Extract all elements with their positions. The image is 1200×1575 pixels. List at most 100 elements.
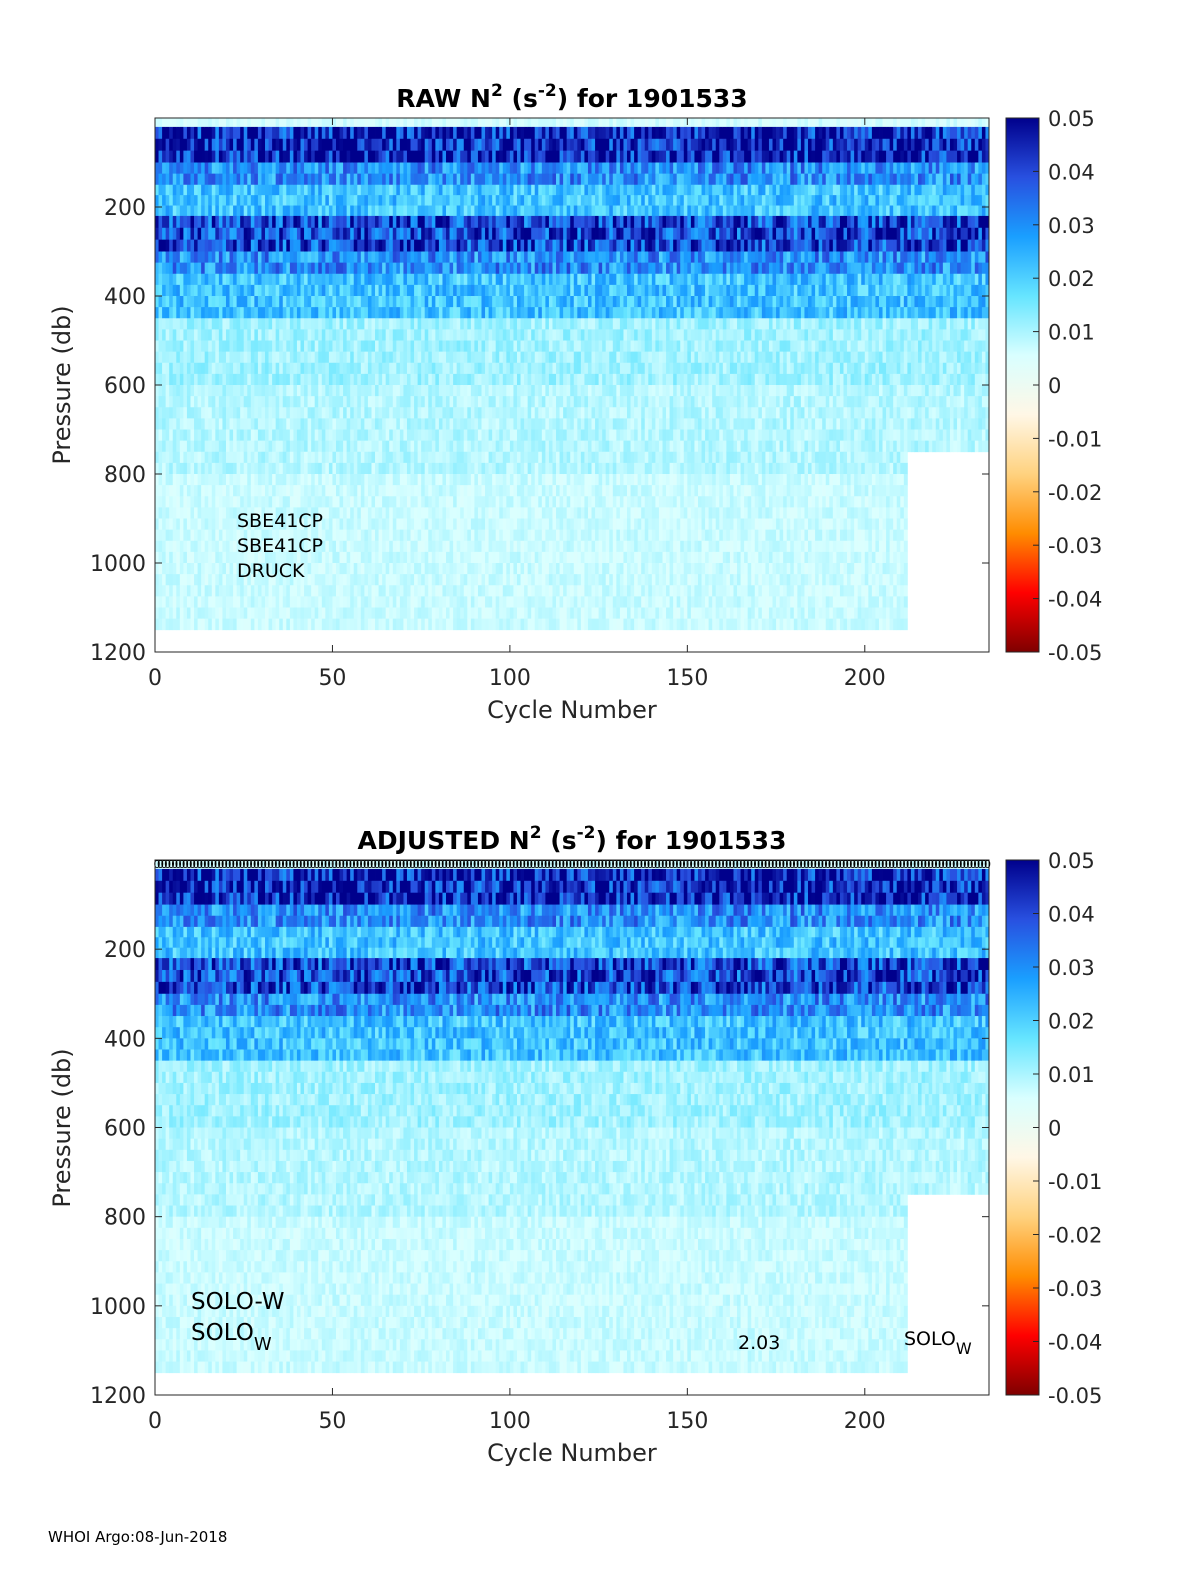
- heatmap-cell: [421, 374, 425, 386]
- heatmap-cell: [478, 341, 482, 353]
- heatmap-cell: [425, 552, 429, 564]
- heatmap-cell: [322, 263, 326, 275]
- heatmap-cell: [169, 541, 173, 553]
- heatmap-cell: [407, 485, 411, 497]
- heatmap-cell: [467, 485, 471, 497]
- heatmap-cell: [201, 552, 205, 564]
- heatmap-cell: [198, 185, 202, 196]
- heatmap-cell: [194, 195, 198, 206]
- heatmap-cell: [485, 307, 489, 319]
- heatmap-cell: [375, 352, 379, 364]
- heatmap-cell: [208, 496, 212, 508]
- heatmap-cell: [212, 216, 216, 228]
- heatmap-cell: [325, 430, 329, 442]
- heatmap-cell: [265, 496, 269, 508]
- heatmap-cell: [162, 608, 166, 620]
- heatmap-cell: [340, 127, 344, 139]
- heatmap-cell: [368, 263, 372, 275]
- heatmap-cell: [450, 139, 454, 151]
- heatmap-cell: [478, 285, 482, 297]
- heatmap-cell: [464, 574, 468, 586]
- heatmap-cell: [428, 274, 432, 286]
- heatmap-cell: [407, 363, 411, 375]
- heatmap-cell: [347, 151, 351, 163]
- heatmap-cell: [442, 530, 446, 542]
- heatmap-cell: [162, 552, 166, 564]
- heatmap-cell: [464, 163, 468, 175]
- heatmap-cell: [435, 430, 439, 442]
- heatmap-cell: [414, 341, 418, 353]
- heatmap-cell: [205, 619, 209, 631]
- heatmap-cell: [308, 163, 312, 175]
- heatmap-cell: [460, 240, 464, 252]
- heatmap-cell: [517, 228, 521, 240]
- heatmap-cell: [457, 385, 461, 397]
- heatmap-cell: [315, 307, 319, 319]
- heatmap-cell: [222, 352, 226, 364]
- heatmap-cell: [442, 363, 446, 375]
- heatmap-cell: [386, 619, 390, 631]
- heatmap-cell: [219, 574, 223, 586]
- heatmap-cell: [393, 240, 397, 252]
- heatmap-cell: [396, 206, 400, 217]
- heatmap-cell: [435, 463, 439, 475]
- heatmap-cell: [489, 519, 493, 531]
- heatmap-cell: [297, 163, 301, 175]
- heatmap-cell: [308, 240, 312, 252]
- heatmap-cell: [180, 151, 184, 163]
- heatmap-cell: [183, 452, 187, 464]
- heatmap-cell: [450, 341, 454, 353]
- heatmap-cell: [155, 216, 159, 228]
- heatmap-cell: [364, 118, 368, 127]
- heatmap-cell: [400, 341, 404, 353]
- heatmap-cell: [464, 185, 468, 196]
- heatmap-cell: [496, 240, 500, 252]
- heatmap-cell: [297, 127, 301, 139]
- heatmap-cell: [201, 216, 205, 228]
- heatmap-cell: [244, 206, 248, 217]
- heatmap-cell: [435, 374, 439, 386]
- heatmap-cell: [375, 318, 379, 330]
- heatmap-cell: [482, 216, 486, 228]
- heatmap-cell: [478, 585, 482, 597]
- heatmap-cell: [414, 263, 418, 275]
- heatmap-cell: [176, 574, 180, 586]
- heatmap-cell: [354, 163, 358, 175]
- heatmap-column: [386, 118, 390, 630]
- heatmap-cell: [198, 329, 202, 341]
- heatmap-cell: [371, 496, 375, 508]
- heatmap-cell: [159, 485, 163, 497]
- heatmap-cell: [212, 530, 216, 542]
- heatmap-cell: [261, 118, 265, 127]
- heatmap-cell: [482, 296, 486, 308]
- heatmap-cell: [386, 185, 390, 196]
- heatmap-cell: [496, 552, 500, 564]
- heatmap-cell: [180, 452, 184, 464]
- heatmap-cell: [485, 608, 489, 620]
- heatmap-cell: [261, 206, 265, 217]
- heatmap-cell: [428, 563, 432, 575]
- heatmap-cell: [265, 185, 269, 196]
- heatmap-cell: [453, 596, 457, 608]
- heatmap-cell: [531, 195, 535, 206]
- heatmap-cell: [318, 418, 322, 430]
- heatmap-cell: [183, 151, 187, 163]
- heatmap-cell: [166, 285, 170, 297]
- heatmap-cell: [301, 608, 305, 620]
- heatmap-cell: [435, 216, 439, 228]
- heatmap-cell: [474, 596, 478, 608]
- heatmap-cell: [471, 585, 475, 597]
- heatmap-cell: [460, 263, 464, 275]
- heatmap-cell: [496, 374, 500, 386]
- heatmap-cell: [290, 228, 294, 240]
- heatmap-cell: [198, 307, 202, 319]
- heatmap-cell: [457, 285, 461, 297]
- heatmap-cell: [233, 341, 237, 353]
- heatmap-cell: [521, 228, 525, 240]
- heatmap-cell: [428, 285, 432, 297]
- heatmap-cell: [418, 252, 422, 264]
- heatmap-cell: [510, 541, 514, 553]
- heatmap-column: [155, 118, 159, 630]
- heatmap-cell: [230, 240, 234, 252]
- heatmap-cell: [371, 430, 375, 442]
